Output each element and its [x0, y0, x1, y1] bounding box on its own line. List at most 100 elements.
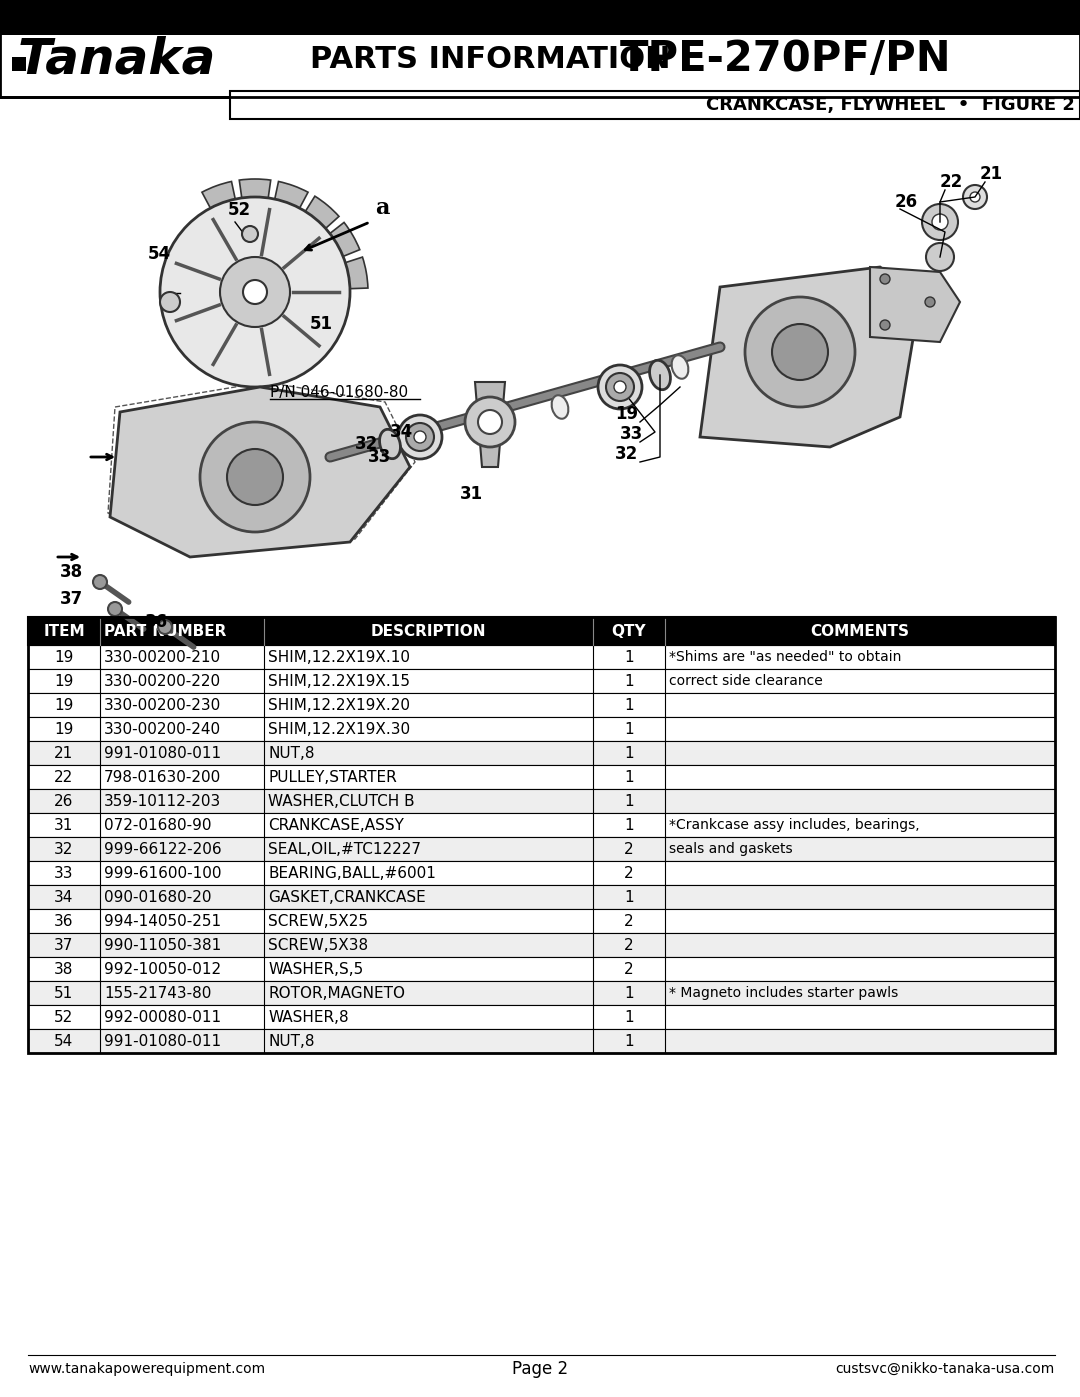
Wedge shape: [255, 182, 308, 292]
Bar: [28, 886, 1055, 909]
Text: 1: 1: [624, 1034, 634, 1049]
Text: PULLEY,STARTER: PULLEY,STARTER: [268, 770, 397, 785]
Text: *Crankcase assy includes, bearings,: *Crankcase assy includes, bearings,: [669, 819, 919, 833]
Text: 1: 1: [624, 721, 634, 736]
Ellipse shape: [379, 429, 401, 458]
Text: 19: 19: [615, 405, 638, 423]
Text: 999-61600-100: 999-61600-100: [104, 866, 221, 880]
Text: CRANKCASE,ASSY: CRANKCASE,ASSY: [268, 817, 404, 833]
Circle shape: [227, 448, 283, 504]
Polygon shape: [475, 381, 505, 467]
Text: 1: 1: [624, 746, 634, 760]
Text: 19: 19: [54, 650, 73, 665]
Text: www.tanakapowerequipment.com: www.tanakapowerequipment.com: [28, 1362, 265, 1376]
Text: 991-01080-011: 991-01080-011: [104, 1034, 221, 1049]
Bar: [28, 740, 1055, 766]
Text: 32: 32: [54, 841, 73, 856]
Text: NUT,8: NUT,8: [268, 1034, 314, 1049]
Text: 330-00200-210: 330-00200-210: [104, 650, 221, 665]
Polygon shape: [700, 267, 920, 447]
Text: 1: 1: [624, 817, 634, 833]
Circle shape: [399, 415, 442, 460]
Text: WASHER,S,5: WASHER,S,5: [268, 961, 364, 977]
Text: 34: 34: [390, 423, 414, 441]
Circle shape: [108, 602, 122, 616]
Text: SHIM,12.2X19X.30: SHIM,12.2X19X.30: [268, 721, 410, 736]
Circle shape: [926, 243, 954, 271]
Circle shape: [963, 184, 987, 210]
Text: 2: 2: [624, 866, 634, 880]
Bar: [28, 837, 1055, 861]
Text: 51: 51: [54, 985, 73, 1000]
Polygon shape: [870, 267, 960, 342]
Text: SHIM,12.2X19X.10: SHIM,12.2X19X.10: [268, 650, 410, 665]
Text: 992-00080-011: 992-00080-011: [104, 1010, 221, 1024]
Text: SCREW,5X38: SCREW,5X38: [268, 937, 368, 953]
Bar: [28, 669, 1055, 693]
Text: QTY: QTY: [611, 623, 646, 638]
Text: 32: 32: [615, 446, 638, 462]
Text: SHIM,12.2X19X.15: SHIM,12.2X19X.15: [268, 673, 410, 689]
Text: 54: 54: [54, 1034, 73, 1049]
Text: 798-01630-200: 798-01630-200: [104, 770, 221, 785]
Bar: [28, 957, 1055, 981]
Text: 51: 51: [310, 314, 333, 332]
Text: 21: 21: [54, 746, 73, 760]
Wedge shape: [240, 179, 271, 292]
Ellipse shape: [672, 355, 688, 379]
Text: 2: 2: [624, 961, 634, 977]
Bar: [28, 717, 1055, 740]
Text: 999-66122-206: 999-66122-206: [104, 841, 221, 856]
Text: 19: 19: [54, 721, 73, 736]
Circle shape: [922, 204, 958, 240]
Text: SCREW,5X25: SCREW,5X25: [268, 914, 368, 929]
Text: 330-00200-240: 330-00200-240: [104, 721, 221, 736]
Text: 155-21743-80: 155-21743-80: [104, 985, 212, 1000]
Text: 1: 1: [624, 697, 634, 712]
Polygon shape: [110, 387, 410, 557]
Text: 2: 2: [624, 914, 634, 929]
Text: 994-14050-251: 994-14050-251: [104, 914, 221, 929]
Bar: [230, 91, 1080, 119]
Circle shape: [160, 197, 350, 387]
Circle shape: [200, 422, 310, 532]
Circle shape: [158, 620, 172, 634]
Bar: [28, 1004, 1055, 1030]
Text: 991-01080-011: 991-01080-011: [104, 746, 221, 760]
Circle shape: [932, 214, 948, 231]
Text: 26: 26: [54, 793, 73, 809]
Circle shape: [598, 365, 642, 409]
Bar: [28, 933, 1055, 957]
Text: GASKET,CRANKCASE: GASKET,CRANKCASE: [268, 890, 426, 904]
Text: NUT,8: NUT,8: [268, 746, 314, 760]
Bar: [12, 57, 26, 71]
Text: 26: 26: [895, 193, 918, 211]
Text: 36: 36: [54, 914, 73, 929]
Text: 37: 37: [54, 937, 73, 953]
Circle shape: [160, 292, 180, 312]
Bar: [28, 909, 1055, 933]
Text: WASHER,CLUTCH B: WASHER,CLUTCH B: [268, 793, 415, 809]
Text: 992-10050-012: 992-10050-012: [104, 961, 221, 977]
Bar: [28, 789, 1055, 813]
Text: ROTOR,MAGNETO: ROTOR,MAGNETO: [268, 985, 405, 1000]
Circle shape: [745, 298, 855, 407]
Text: 090-01680-20: 090-01680-20: [104, 890, 212, 904]
Bar: [28, 861, 1055, 886]
Text: 359-10112-203: 359-10112-203: [104, 793, 221, 809]
Text: seals and gaskets: seals and gaskets: [669, 842, 793, 856]
Circle shape: [406, 423, 434, 451]
Wedge shape: [255, 222, 360, 292]
Text: 1: 1: [624, 793, 634, 809]
Text: 1: 1: [624, 673, 634, 689]
Text: 072-01680-90: 072-01680-90: [104, 817, 212, 833]
Circle shape: [93, 576, 107, 590]
Text: 33: 33: [368, 448, 391, 467]
Text: 2: 2: [624, 841, 634, 856]
Text: 52: 52: [228, 201, 252, 219]
Bar: [28, 693, 1055, 717]
Circle shape: [970, 191, 980, 203]
Circle shape: [924, 298, 935, 307]
Text: 19: 19: [54, 673, 73, 689]
Text: Page 2: Page 2: [512, 1361, 568, 1377]
